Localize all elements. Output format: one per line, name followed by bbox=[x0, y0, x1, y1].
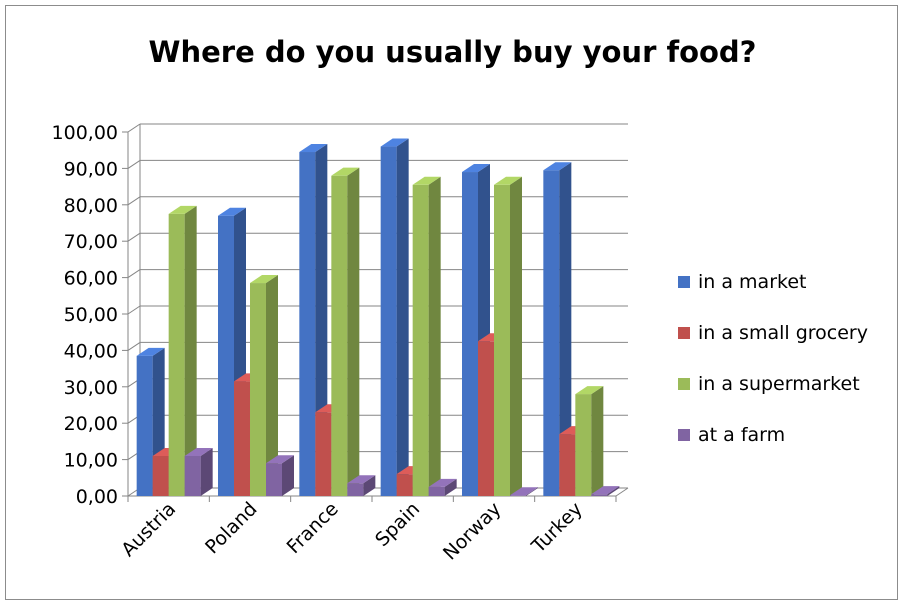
bar bbox=[543, 170, 560, 496]
bar-side bbox=[510, 176, 522, 496]
bar-side bbox=[363, 475, 376, 496]
bar-side bbox=[526, 487, 538, 496]
bar bbox=[184, 455, 201, 496]
y-tick-label: 70,00 bbox=[64, 231, 118, 253]
y-tick-label: 10,00 bbox=[64, 450, 118, 472]
y-tick-label: 0,00 bbox=[76, 486, 118, 508]
gridline-side bbox=[127, 269, 141, 279]
gridline-side bbox=[127, 123, 141, 133]
bar-side bbox=[184, 205, 197, 496]
bar-side bbox=[591, 386, 604, 496]
bar-top bbox=[575, 386, 604, 395]
y-tick-label: 80,00 bbox=[64, 195, 118, 217]
bar-side bbox=[444, 478, 457, 496]
bar-top bbox=[510, 487, 538, 496]
bar-top bbox=[380, 138, 409, 147]
bar bbox=[380, 146, 397, 496]
legend: in a market in a small grocery in a supe… bbox=[678, 256, 868, 460]
legend-label: in a small grocery bbox=[698, 321, 868, 344]
bar bbox=[299, 152, 316, 496]
y-tick-label: 20,00 bbox=[64, 413, 118, 435]
legend-label: in a market bbox=[698, 270, 807, 293]
x-tick-label: Spain bbox=[371, 498, 424, 551]
gridline-side bbox=[127, 305, 141, 315]
bar bbox=[250, 283, 266, 496]
y-tick-label: 40,00 bbox=[64, 340, 118, 362]
legend-item-small-grocery: in a small grocery bbox=[678, 307, 868, 358]
bar-side bbox=[266, 275, 278, 496]
chart-title: Where do you usually buy your food? bbox=[148, 35, 757, 69]
bar bbox=[428, 486, 445, 496]
gridline-side bbox=[127, 341, 141, 351]
legend-swatch bbox=[678, 326, 690, 339]
bar-top bbox=[184, 447, 213, 456]
y-tick-label: 60,00 bbox=[64, 268, 118, 290]
bar bbox=[168, 213, 185, 496]
bar bbox=[559, 434, 576, 496]
bar-top bbox=[412, 176, 441, 185]
bar-top bbox=[428, 478, 457, 487]
bar-top bbox=[218, 207, 246, 216]
bar bbox=[218, 215, 234, 496]
bar bbox=[347, 483, 364, 496]
gridline-side bbox=[127, 159, 141, 169]
x-tick-label: Turkey bbox=[527, 498, 587, 558]
bar-side bbox=[347, 167, 360, 496]
bar-top bbox=[250, 275, 278, 284]
bar-top bbox=[494, 176, 522, 185]
bar-top bbox=[462, 164, 490, 173]
y-tick-label: 100,00 bbox=[52, 122, 118, 144]
bar-top bbox=[543, 162, 572, 171]
x-tick-label: Austria bbox=[117, 498, 180, 561]
bar bbox=[462, 172, 478, 497]
legend-swatch bbox=[678, 377, 690, 390]
gridline-side bbox=[127, 232, 141, 242]
bar-top bbox=[266, 455, 294, 464]
legend-swatch bbox=[678, 428, 690, 441]
bar-side bbox=[607, 486, 620, 496]
bar-side bbox=[200, 447, 213, 496]
bar bbox=[412, 184, 429, 496]
y-tick-label: 50,00 bbox=[64, 304, 118, 326]
bar bbox=[478, 341, 494, 496]
legend-label: in a supermarket bbox=[698, 372, 860, 395]
x-tick-label: Poland bbox=[201, 498, 261, 558]
legend-item-farm: at a farm bbox=[678, 409, 868, 460]
legend-item-market: in a market bbox=[678, 256, 868, 307]
chart-area bbox=[5, 5, 898, 600]
y-tick-label: 90,00 bbox=[64, 158, 118, 180]
bar-top bbox=[347, 475, 376, 484]
legend-item-supermarket: in a supermarket bbox=[678, 358, 868, 409]
bar bbox=[575, 394, 592, 496]
x-axis-side bbox=[615, 487, 629, 497]
bar bbox=[234, 381, 250, 496]
y-tick-label: 30,00 bbox=[64, 377, 118, 399]
bar bbox=[266, 463, 282, 496]
bar-top bbox=[136, 347, 165, 356]
legend-swatch bbox=[678, 275, 690, 288]
bar-side bbox=[428, 176, 441, 496]
bar-top bbox=[331, 167, 360, 176]
bar-side bbox=[559, 162, 572, 496]
bar-top bbox=[299, 144, 328, 153]
bar bbox=[136, 355, 153, 496]
bar bbox=[152, 455, 169, 496]
gridline-side bbox=[127, 196, 141, 206]
x-tick-label: Norway bbox=[439, 498, 506, 565]
bar-side bbox=[282, 455, 294, 496]
bar bbox=[331, 175, 348, 496]
legend-label: at a farm bbox=[698, 423, 786, 446]
bar-side bbox=[396, 138, 409, 496]
bar bbox=[591, 494, 608, 496]
bar bbox=[315, 412, 332, 496]
x-tick-label: France bbox=[283, 498, 343, 558]
bar bbox=[396, 474, 413, 496]
bar-top bbox=[168, 205, 197, 214]
bar-top bbox=[591, 486, 620, 495]
bar bbox=[494, 184, 510, 496]
bar bbox=[510, 495, 526, 496]
